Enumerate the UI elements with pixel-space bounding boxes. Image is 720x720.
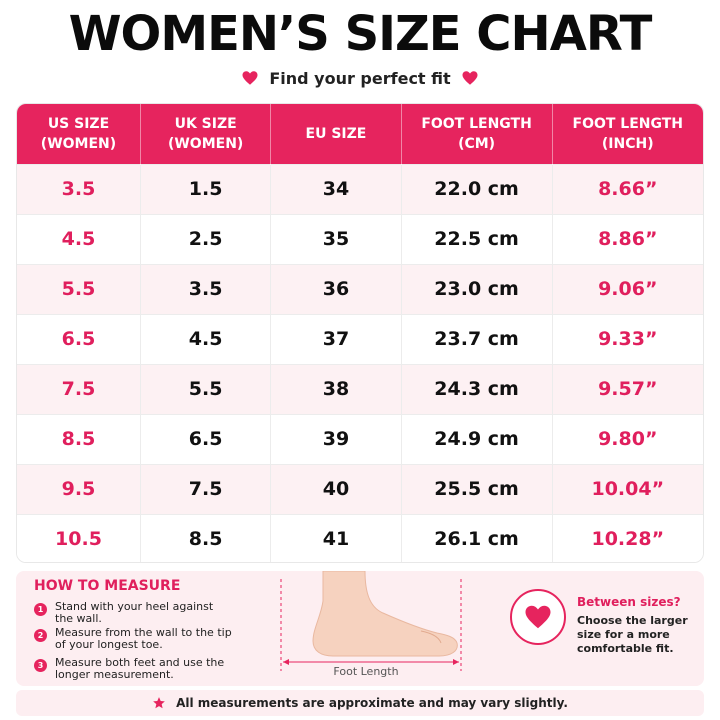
table-row: 10.5 8.5 41 26.1 cm 10.28” [17, 513, 703, 562]
cm-length-cell: 24.9 cm [401, 413, 553, 464]
us-size-cell: 9.5 [17, 463, 141, 514]
step-number-badge: 2 [34, 629, 47, 642]
measure-step: 2 Measure from the wall to the tip of yo… [34, 627, 234, 651]
how-to-measure-title: HOW TO MEASURE [34, 578, 181, 594]
uk-size-cell: 8.5 [140, 513, 272, 562]
us-size-cell: 10.5 [17, 513, 141, 562]
cm-length-cell: 25.5 cm [401, 463, 553, 514]
eu-size-cell: 34 [270, 163, 402, 214]
foot-length-label: Foot Length [333, 665, 399, 678]
eu-size-cell: 40 [270, 463, 402, 514]
uk-size-cell: 4.5 [140, 313, 272, 364]
cm-length-cell: 22.0 cm [401, 163, 553, 214]
table-row: 5.5 3.5 36 23.0 cm 9.06” [17, 263, 703, 314]
column-header-eu: EU SIZE [270, 104, 402, 164]
uk-size-cell: 1.5 [140, 163, 272, 214]
uk-size-cell: 3.5 [140, 263, 272, 314]
heart-icon [525, 605, 551, 629]
table-row: 3.5 1.5 34 22.0 cm 8.66” [17, 163, 703, 214]
heart-icon [462, 71, 478, 85]
inch-length-cell: 9.80” [552, 413, 703, 464]
cm-length-cell: 24.3 cm [401, 363, 553, 414]
table-row: 4.5 2.5 35 22.5 cm 8.86” [17, 213, 703, 264]
column-header-cm: FOOT LENGTH (CM) [401, 104, 553, 164]
us-size-cell: 4.5 [17, 213, 141, 264]
footnote-bar: All measurements are approximate and may… [16, 690, 704, 716]
cm-length-cell: 23.0 cm [401, 263, 553, 314]
step-text: Measure both feet and use the longer mea… [55, 656, 225, 681]
column-header-us: US SIZE (WOMEN) [17, 104, 141, 164]
us-size-cell: 6.5 [17, 313, 141, 364]
table-row: 6.5 4.5 37 23.7 cm 9.33” [17, 313, 703, 364]
eu-size-cell: 37 [270, 313, 402, 364]
measure-step: 1 Stand with your heel against the wall. [34, 601, 234, 625]
uk-size-cell: 2.5 [140, 213, 272, 264]
uk-size-cell: 7.5 [140, 463, 272, 514]
inch-length-cell: 10.28” [552, 513, 703, 562]
step-number-badge: 3 [34, 659, 47, 672]
inch-length-cell: 9.33” [552, 313, 703, 364]
inch-length-cell: 9.06” [552, 263, 703, 314]
subtitle: Find your perfect fit [269, 68, 451, 88]
heart-icon [242, 71, 258, 85]
how-to-measure-panel: HOW TO MEASURE 1 Stand with your heel ag… [16, 571, 704, 686]
us-size-cell: 7.5 [17, 363, 141, 414]
between-sizes-badge [510, 589, 566, 645]
page-title: WOMEN’S SIZE CHART [68, 6, 653, 62]
eu-size-cell: 35 [270, 213, 402, 264]
table-header-row: US SIZE (WOMEN) UK SIZE (WOMEN) EU SIZE FO… [17, 104, 703, 164]
footnote-text: All measurements are approximate and may… [176, 696, 568, 710]
inch-length-cell: 8.86” [552, 213, 703, 264]
measure-step: 3 Measure both feet and use the longer m… [34, 657, 234, 681]
size-table: US SIZE (WOMEN) UK SIZE (WOMEN) EU SIZE FO… [16, 103, 704, 563]
table-row: 7.5 5.5 38 24.3 cm 9.57” [17, 363, 703, 414]
column-header-uk: UK SIZE (WOMEN) [140, 104, 272, 164]
us-size-cell: 5.5 [17, 263, 141, 314]
column-header-inch: FOOT LENGTH (INCH) [552, 104, 703, 164]
inch-length-cell: 8.66” [552, 163, 703, 214]
cm-length-cell: 23.7 cm [401, 313, 553, 364]
between-sizes-text: Choose the larger size for a more comfor… [577, 614, 688, 655]
subtitle-row: Find your perfect fit [0, 66, 720, 90]
uk-size-cell: 6.5 [140, 413, 272, 464]
uk-size-cell: 5.5 [140, 363, 272, 414]
step-text: Stand with your heel against the wall. [55, 600, 214, 625]
foot-illustration [280, 571, 462, 671]
table-row: 8.5 6.5 39 24.9 cm 9.80” [17, 413, 703, 464]
inch-length-cell: 10.04” [552, 463, 703, 514]
cm-length-cell: 26.1 cm [401, 513, 553, 562]
us-size-cell: 3.5 [17, 163, 141, 214]
step-text: Measure from the wall to the tip of your… [55, 626, 232, 651]
cm-length-cell: 22.5 cm [401, 213, 553, 264]
eu-size-cell: 41 [270, 513, 402, 562]
eu-size-cell: 36 [270, 263, 402, 314]
step-number-badge: 1 [34, 603, 47, 616]
eu-size-cell: 38 [270, 363, 402, 414]
table-row: 9.5 7.5 40 25.5 cm 10.04” [17, 463, 703, 514]
us-size-cell: 8.5 [17, 413, 141, 464]
star-icon [153, 697, 165, 709]
eu-size-cell: 39 [270, 413, 402, 464]
between-sizes-title: Between sizes? [577, 595, 681, 609]
inch-length-cell: 9.57” [552, 363, 703, 414]
